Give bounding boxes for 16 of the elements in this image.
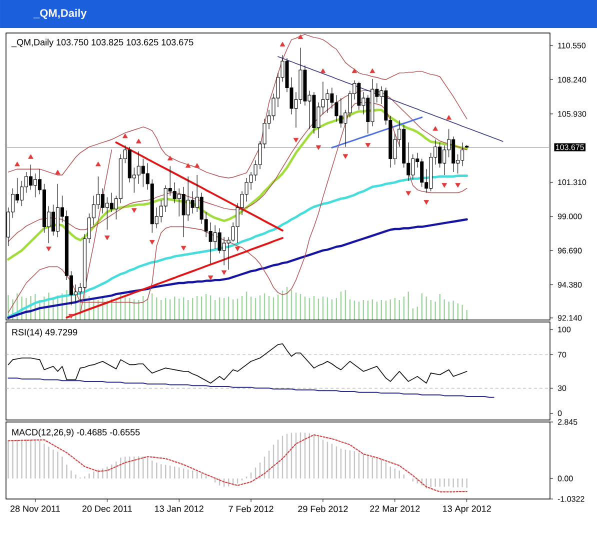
x-tick-label: 20 Dec 2011 <box>82 506 132 512</box>
x-tick-label: 13 Jan 2012 <box>155 506 204 512</box>
y-tick-label: 2.845 <box>558 419 578 425</box>
x-tick-label: 29 Feb 2012 <box>298 506 348 512</box>
y-tick-label: -1.0322 <box>558 496 584 502</box>
y-tick-label: 70 <box>558 352 566 358</box>
x-tick-label: 7 Feb 2012 <box>228 506 274 512</box>
text: MACD(12,26,9) -0.4685 -0.6555 <box>12 428 140 438</box>
y-tick-label: 30 <box>558 385 566 391</box>
y-tick-label: 0 <box>558 410 562 416</box>
y-tick-label: 100 <box>558 326 571 332</box>
text: RSI(14) 49.7299 <box>12 328 78 338</box>
y-tick-label: 0.00 <box>558 476 573 482</box>
x-tick-label: 13 Apr 2012 <box>443 506 491 514</box>
x-tick-label: 28 Nov 2011 <box>10 506 60 512</box>
x-tick-label: 22 Mar 2012 <box>370 506 420 512</box>
